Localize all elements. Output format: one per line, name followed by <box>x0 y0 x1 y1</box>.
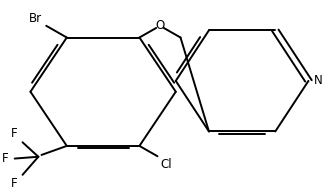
Text: Cl: Cl <box>161 158 172 171</box>
Text: O: O <box>156 19 165 32</box>
Text: F: F <box>2 152 8 165</box>
Text: F: F <box>11 127 18 141</box>
Text: Br: Br <box>29 12 42 25</box>
Text: N: N <box>314 74 323 87</box>
Text: F: F <box>11 177 18 190</box>
